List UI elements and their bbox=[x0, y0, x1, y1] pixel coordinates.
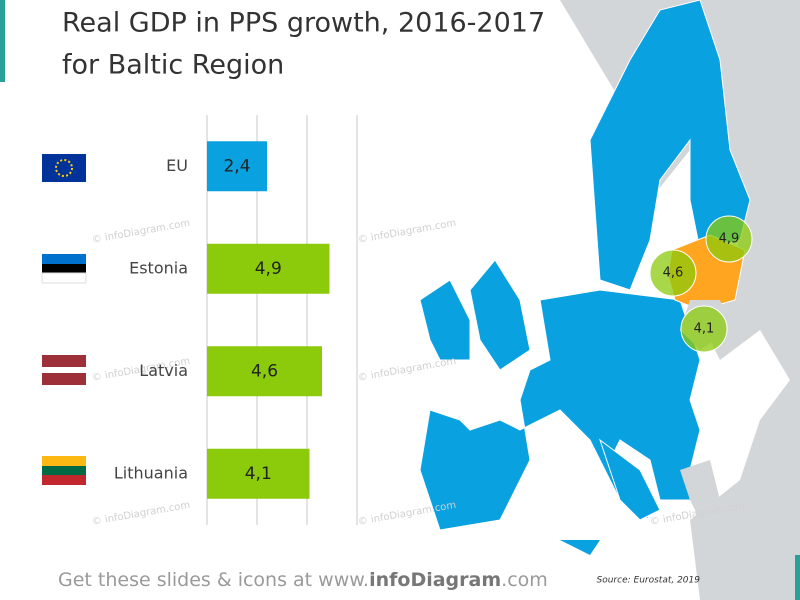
map-bubble-label: 4,1 bbox=[694, 322, 715, 337]
source: Source: Eurostat, 2019 bbox=[597, 576, 701, 586]
title: Real GDP in PPS growth, 2016-2017 bbox=[62, 8, 545, 39]
accent-bar bbox=[795, 555, 800, 600]
map-bubble-label: 4,9 bbox=[719, 232, 740, 247]
map-bubble bbox=[649, 249, 697, 297]
map-bubble-label: 4,6 bbox=[663, 266, 684, 281]
footer-brand: infoDiagram bbox=[369, 569, 501, 591]
bar bbox=[207, 346, 322, 397]
category-label: Estonia bbox=[129, 258, 188, 277]
footer: Get these slides & icons at www.infoDiag… bbox=[58, 569, 548, 591]
footer-text: .com bbox=[501, 569, 548, 591]
watermark: © infoDiagram.com bbox=[357, 218, 457, 246]
category-label: Latvia bbox=[139, 361, 188, 380]
bar bbox=[207, 141, 267, 192]
value-label: 2,4 bbox=[223, 156, 250, 176]
value-label: 4,9 bbox=[255, 259, 282, 279]
bar bbox=[207, 243, 330, 294]
bar bbox=[207, 448, 310, 499]
map-bubble bbox=[705, 215, 753, 263]
map-bubble bbox=[680, 305, 728, 353]
watermark: © infoDiagram.com bbox=[357, 356, 457, 384]
map bbox=[419, 0, 800, 600]
watermark: © infoDiagram.com bbox=[91, 218, 191, 246]
flags bbox=[41, 154, 87, 485]
footer-text: Get these slides & icons at www. bbox=[58, 569, 369, 591]
watermark: © infoDiagram.com bbox=[91, 500, 191, 528]
category-label: Lithuania bbox=[114, 463, 188, 482]
value-label: 4,6 bbox=[251, 361, 278, 381]
value-label: 4,1 bbox=[245, 464, 272, 484]
accent-bar bbox=[0, 0, 5, 82]
category-label: EU bbox=[166, 156, 188, 175]
title: for Baltic Region bbox=[62, 50, 284, 81]
